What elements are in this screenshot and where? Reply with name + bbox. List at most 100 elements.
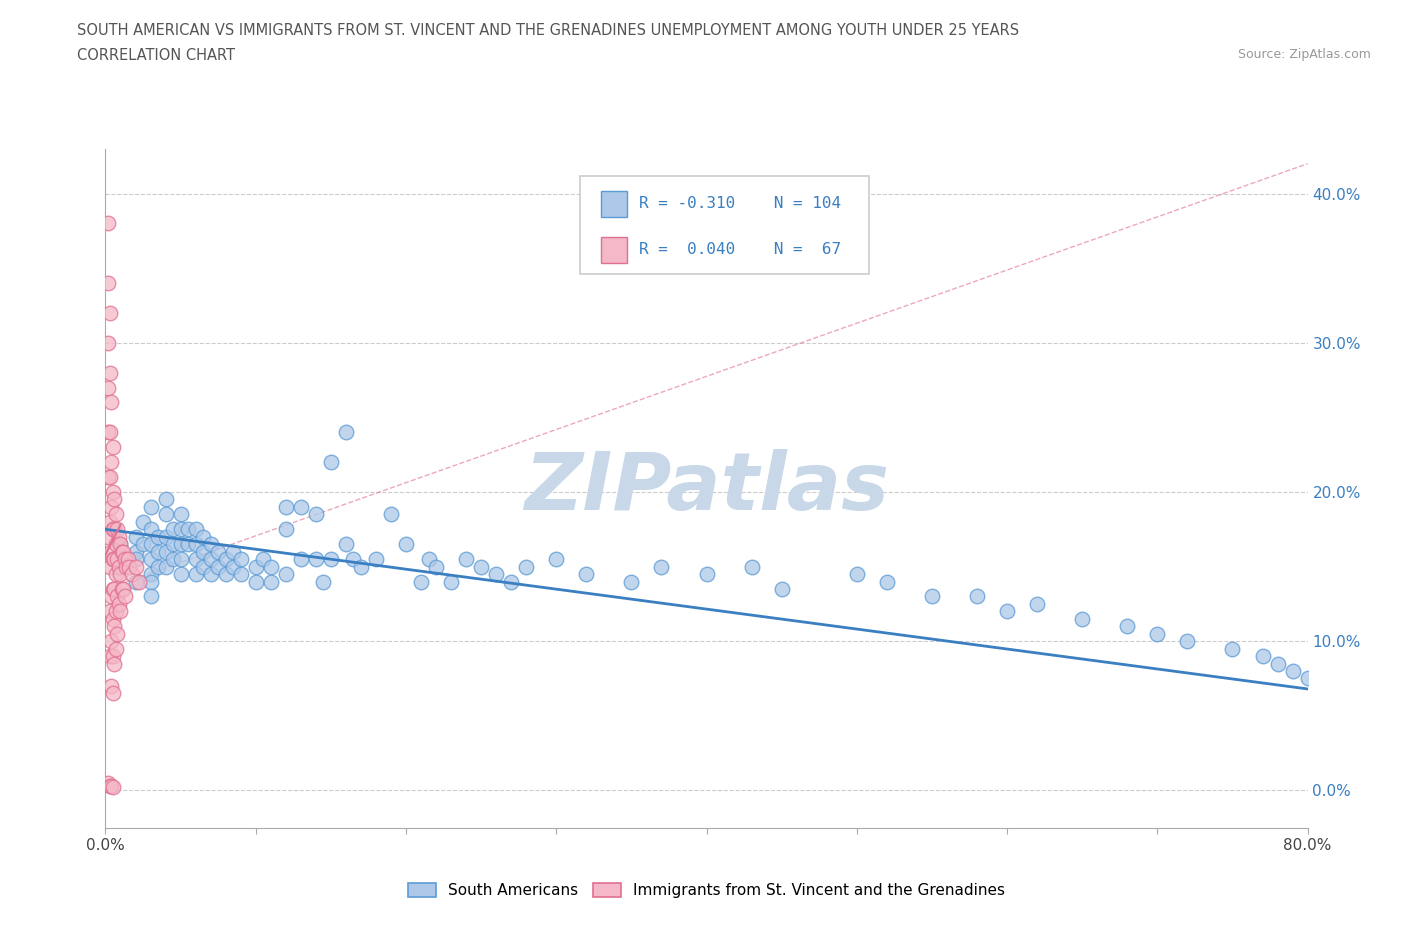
Point bbox=[103, 492, 125, 507]
Point bbox=[98, 305, 121, 320]
Point bbox=[101, 551, 124, 566]
Point bbox=[177, 522, 200, 537]
Point bbox=[114, 589, 136, 604]
Point bbox=[200, 537, 222, 551]
Point bbox=[335, 425, 357, 440]
Point bbox=[380, 507, 402, 522]
Point bbox=[1267, 657, 1289, 671]
Point bbox=[1251, 648, 1274, 663]
Point bbox=[184, 566, 207, 581]
Point bbox=[418, 551, 440, 566]
Point bbox=[132, 514, 155, 529]
Point bbox=[97, 470, 120, 485]
Point bbox=[100, 499, 122, 514]
Point bbox=[107, 626, 129, 641]
Point bbox=[440, 574, 463, 589]
Point bbox=[100, 679, 122, 694]
Point bbox=[103, 522, 125, 537]
Point bbox=[260, 574, 283, 589]
Point bbox=[741, 559, 763, 574]
Point bbox=[98, 514, 121, 529]
Point bbox=[139, 522, 162, 537]
Point bbox=[155, 507, 177, 522]
Point bbox=[515, 559, 537, 574]
Point bbox=[112, 544, 135, 559]
Point bbox=[111, 544, 134, 559]
Text: R = -0.310    N = 104: R = -0.310 N = 104 bbox=[640, 196, 841, 211]
Point bbox=[162, 522, 184, 537]
Point bbox=[100, 395, 122, 410]
Point bbox=[104, 507, 127, 522]
Point bbox=[97, 380, 120, 395]
Point bbox=[111, 581, 134, 596]
Text: SOUTH AMERICAN VS IMMIGRANTS FROM ST. VINCENT AND THE GRENADINES UNEMPLOYMENT AM: SOUTH AMERICAN VS IMMIGRANTS FROM ST. VI… bbox=[77, 23, 1019, 38]
Point bbox=[274, 522, 297, 537]
Point bbox=[319, 455, 342, 470]
Point bbox=[118, 559, 141, 574]
Point bbox=[222, 544, 245, 559]
Point bbox=[305, 551, 328, 566]
Point bbox=[101, 611, 124, 626]
Point bbox=[921, 589, 943, 604]
Point bbox=[876, 574, 898, 589]
Point bbox=[100, 778, 122, 793]
Point bbox=[409, 574, 432, 589]
Point bbox=[98, 648, 121, 663]
Point bbox=[101, 780, 124, 795]
Point bbox=[184, 551, 207, 566]
Point bbox=[107, 522, 129, 537]
Point bbox=[485, 566, 508, 581]
Point bbox=[620, 574, 643, 589]
Point bbox=[98, 559, 121, 574]
Point bbox=[290, 499, 312, 514]
Point bbox=[169, 507, 191, 522]
Point bbox=[222, 559, 245, 574]
Point bbox=[425, 559, 447, 574]
Point bbox=[101, 581, 124, 596]
Point bbox=[97, 529, 120, 544]
Point bbox=[103, 657, 125, 671]
Point bbox=[128, 574, 150, 589]
Point bbox=[575, 566, 598, 581]
Point bbox=[155, 544, 177, 559]
Point bbox=[1026, 596, 1049, 611]
Point bbox=[191, 529, 214, 544]
Point bbox=[650, 559, 672, 574]
Point bbox=[124, 544, 146, 559]
Point bbox=[845, 566, 868, 581]
Point bbox=[290, 551, 312, 566]
Point bbox=[169, 522, 191, 537]
Point bbox=[169, 537, 191, 551]
Point bbox=[139, 537, 162, 551]
Point bbox=[103, 618, 125, 633]
Point bbox=[101, 686, 124, 701]
Point bbox=[107, 551, 129, 566]
FancyBboxPatch shape bbox=[600, 237, 627, 263]
Point bbox=[139, 551, 162, 566]
Point bbox=[1071, 611, 1094, 626]
Point bbox=[335, 537, 357, 551]
Point bbox=[207, 544, 229, 559]
Point bbox=[104, 604, 127, 618]
Point bbox=[97, 216, 120, 231]
Point bbox=[342, 551, 364, 566]
Point bbox=[124, 551, 146, 566]
Point bbox=[101, 485, 124, 499]
Point bbox=[110, 537, 132, 551]
Text: CORRELATION CHART: CORRELATION CHART bbox=[77, 48, 235, 63]
Point bbox=[101, 440, 124, 455]
Point bbox=[155, 529, 177, 544]
Point bbox=[139, 574, 162, 589]
Point bbox=[97, 336, 120, 351]
Point bbox=[104, 537, 127, 551]
Point bbox=[1146, 626, 1168, 641]
Point bbox=[124, 559, 146, 574]
Point bbox=[454, 551, 477, 566]
Point bbox=[100, 589, 122, 604]
Point bbox=[103, 551, 125, 566]
Point bbox=[132, 537, 155, 551]
Point bbox=[112, 581, 135, 596]
Point bbox=[274, 566, 297, 581]
Point bbox=[108, 559, 131, 574]
FancyBboxPatch shape bbox=[581, 176, 869, 274]
